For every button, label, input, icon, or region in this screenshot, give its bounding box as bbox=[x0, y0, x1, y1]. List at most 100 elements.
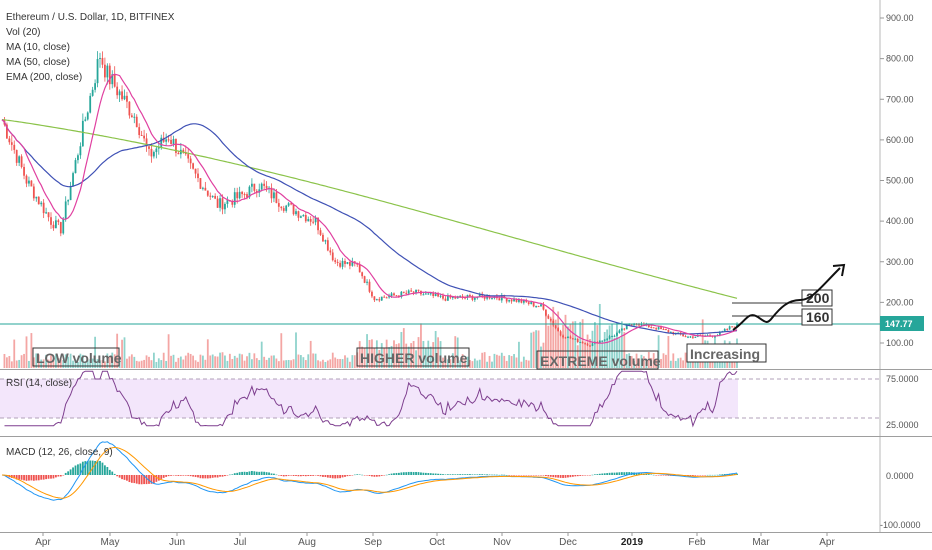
candle-body bbox=[718, 331, 721, 336]
volume-bar bbox=[322, 359, 324, 368]
macd-histogram-bar bbox=[694, 475, 697, 476]
candle-body bbox=[684, 336, 687, 338]
candle-body bbox=[251, 183, 253, 187]
candle-body bbox=[221, 198, 224, 210]
macd-histogram-bar bbox=[736, 473, 738, 475]
volume-bar bbox=[314, 353, 317, 368]
macd-histogram-bar bbox=[118, 475, 121, 478]
macd-histogram-bar bbox=[162, 475, 165, 478]
macd-histogram-bar bbox=[704, 475, 707, 476]
candle-body bbox=[35, 196, 38, 199]
volume-bar bbox=[650, 357, 653, 368]
candle-body bbox=[55, 220, 57, 229]
volume-bar bbox=[456, 337, 459, 368]
macd-histogram-bar bbox=[59, 475, 62, 477]
volume-bar bbox=[282, 360, 285, 368]
candle-body bbox=[380, 296, 383, 301]
candle-body bbox=[665, 329, 667, 331]
volume-bar bbox=[128, 356, 131, 368]
candle-body bbox=[292, 204, 295, 215]
candle-body bbox=[128, 101, 131, 116]
candle-body bbox=[297, 211, 300, 218]
candle-body bbox=[692, 336, 694, 338]
volume-bar bbox=[429, 346, 432, 368]
volume-bar bbox=[69, 353, 72, 368]
candle-body bbox=[302, 215, 305, 217]
macd-histogram-bar bbox=[471, 474, 474, 475]
candle-body bbox=[74, 160, 77, 174]
volume-bar bbox=[684, 352, 687, 368]
candle-body bbox=[47, 212, 50, 218]
ma10-line bbox=[1, 73, 738, 344]
candle-body bbox=[187, 154, 190, 159]
macd-histogram-bar bbox=[297, 475, 300, 477]
candle-body bbox=[728, 326, 731, 330]
macd-histogram-bar bbox=[270, 473, 273, 475]
volume-bar bbox=[285, 360, 288, 368]
target-160-box bbox=[801, 308, 833, 326]
volume-bar bbox=[135, 360, 138, 368]
macd-histogram-bar bbox=[140, 475, 143, 485]
volume-bar bbox=[510, 356, 513, 368]
candle-body bbox=[331, 252, 334, 261]
volume-bar bbox=[339, 358, 341, 368]
macd-histogram-bar bbox=[375, 475, 378, 477]
volume-bar bbox=[123, 337, 126, 368]
volume-bar bbox=[148, 356, 150, 368]
macd-histogram-bar bbox=[160, 475, 163, 479]
volume-bar bbox=[638, 358, 640, 368]
candle-body bbox=[209, 195, 212, 197]
macd-histogram-bar bbox=[714, 474, 716, 476]
volume-bar bbox=[179, 356, 182, 368]
volume-bar bbox=[25, 336, 28, 368]
volume-bar bbox=[616, 322, 618, 368]
increasing-box bbox=[686, 343, 767, 363]
rsi-series bbox=[4, 370, 738, 428]
volume-bar bbox=[116, 333, 119, 368]
volume-bar bbox=[459, 360, 462, 368]
macd-histogram-bar bbox=[567, 475, 569, 478]
candle-body bbox=[104, 64, 106, 78]
macd-histogram-bar bbox=[537, 475, 540, 476]
volume-bar bbox=[596, 325, 599, 368]
candle-body bbox=[32, 186, 35, 199]
volume-bar bbox=[444, 358, 447, 368]
macd-histogram-bar bbox=[233, 473, 236, 475]
macd-histogram-bar bbox=[510, 475, 513, 476]
volume-bar bbox=[111, 352, 114, 368]
month-label: Dec bbox=[559, 537, 577, 548]
candle-body bbox=[586, 343, 589, 346]
volume-bar bbox=[265, 359, 268, 368]
volume-bar bbox=[206, 339, 209, 368]
candle-body bbox=[714, 336, 716, 338]
macd-histogram-bar bbox=[611, 472, 613, 475]
candle-body bbox=[295, 211, 297, 215]
macd-histogram-bar bbox=[505, 474, 508, 476]
macd-histogram-bar bbox=[282, 475, 285, 477]
candle-body bbox=[62, 218, 65, 234]
volume-bar bbox=[86, 360, 89, 368]
candle-body bbox=[290, 203, 292, 205]
volume-bar bbox=[167, 334, 170, 368]
volume-bar bbox=[520, 361, 523, 368]
increasing-label: Increasing bbox=[690, 346, 760, 362]
volume-bar bbox=[309, 340, 312, 368]
macd-histogram-bar bbox=[667, 475, 670, 476]
volume-bar bbox=[442, 357, 444, 368]
month-label: Oct bbox=[429, 537, 445, 548]
candle-body bbox=[113, 74, 116, 87]
macd-histogram-bar bbox=[579, 475, 582, 476]
candle-body bbox=[451, 296, 454, 298]
higher-volume-label: HIGHER volume bbox=[360, 350, 468, 366]
volume-bar bbox=[15, 360, 18, 368]
macd-histogram-bar bbox=[238, 472, 241, 475]
macd-histogram-bar bbox=[647, 474, 650, 475]
macd-histogram-bar bbox=[179, 475, 182, 476]
volume-bar bbox=[522, 356, 525, 368]
volume-bar bbox=[57, 358, 60, 368]
macd-histogram-bar bbox=[373, 475, 376, 477]
candle-body bbox=[500, 295, 503, 301]
volume-bar bbox=[623, 332, 626, 368]
macd-histogram-bar bbox=[520, 475, 523, 476]
candle-body bbox=[527, 302, 530, 304]
